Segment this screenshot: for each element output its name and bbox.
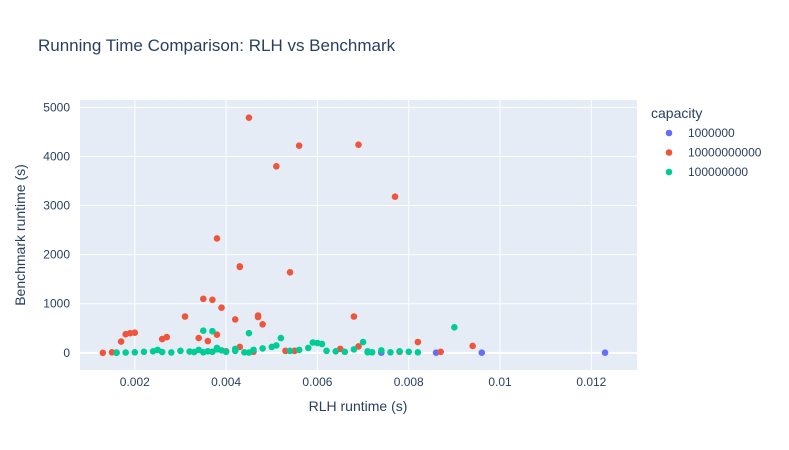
x-tick-labels: 0.002 0.004 0.006 0.008 0.01 0.012 [120, 375, 607, 389]
data-points [99, 114, 609, 357]
data-point [601, 349, 609, 356]
data-point [368, 349, 376, 356]
y-tick-labels: 0 1000 2000 3000 4000 5000 [43, 100, 70, 359]
data-point [309, 339, 317, 346]
y-tick-label: 2000 [43, 248, 70, 262]
data-point [213, 346, 221, 353]
data-point [222, 348, 230, 356]
data-point [195, 334, 203, 342]
x-tick-label: 0.004 [211, 375, 241, 389]
data-point [245, 349, 253, 356]
data-point [414, 338, 422, 346]
data-point [332, 348, 339, 355]
data-point [131, 349, 139, 356]
legend-label: 100000000 [688, 165, 748, 179]
y-tick-label: 4000 [43, 149, 70, 163]
plot-background [80, 100, 637, 370]
data-point [350, 346, 358, 353]
data-point [341, 348, 349, 356]
data-point [282, 347, 289, 355]
y-tick-label: 1000 [43, 297, 70, 311]
data-point [218, 304, 225, 311]
data-point [277, 334, 285, 342]
data-point [259, 321, 266, 328]
data-point [154, 346, 161, 354]
data-point [350, 313, 358, 320]
y-axis-title: Benchmark runtime (s) [12, 164, 28, 306]
data-point [295, 142, 303, 149]
data-point [168, 349, 175, 356]
data-point [355, 141, 362, 148]
data-point [359, 338, 367, 346]
data-point [391, 193, 399, 201]
data-point [437, 348, 444, 356]
data-point [199, 349, 207, 356]
data-point [478, 349, 486, 357]
data-point [286, 269, 294, 276]
data-point [396, 348, 403, 355]
data-point [414, 349, 422, 356]
data-point [286, 347, 294, 355]
data-point [99, 349, 107, 357]
data-point [378, 347, 385, 354]
legend-title: capacity [651, 105, 702, 121]
data-point [122, 349, 129, 356]
data-point [213, 235, 221, 242]
data-point [209, 296, 216, 304]
y-tick-label: 3000 [43, 199, 70, 213]
legend-label: 10000000000 [688, 146, 762, 160]
x-axis-title: RLH runtime (s) [309, 398, 408, 414]
data-point [318, 340, 326, 348]
data-point [273, 162, 280, 170]
data-point [254, 313, 262, 321]
data-point [364, 349, 371, 356]
data-point [231, 347, 239, 355]
y-tick-label: 5000 [43, 100, 70, 114]
data-point [177, 347, 184, 355]
x-tick-label: 0.012 [576, 375, 606, 389]
data-point [181, 313, 189, 320]
data-point [199, 295, 207, 303]
data-point [190, 348, 198, 356]
data-point [259, 345, 266, 352]
data-point [199, 327, 207, 335]
legend-marker [665, 149, 673, 156]
data-point [236, 263, 244, 271]
data-point [131, 329, 139, 336]
data-point [209, 327, 216, 335]
x-tick-label: 0.01 [488, 375, 512, 389]
legend-marker [665, 129, 673, 137]
data-point [451, 323, 458, 331]
data-point [113, 349, 120, 357]
data-point [204, 337, 212, 345]
data-point [469, 342, 476, 350]
x-tick-label: 0.002 [120, 375, 150, 389]
data-point [163, 333, 171, 341]
data-point [245, 114, 253, 121]
data-point [273, 342, 280, 349]
data-point [405, 348, 413, 356]
data-point [213, 331, 221, 338]
data-point [304, 344, 312, 352]
x-tick-label: 0.008 [394, 375, 424, 389]
data-point [245, 329, 253, 337]
series-2 [113, 323, 458, 357]
legend-label: 1000000 [688, 126, 735, 140]
data-point [117, 338, 125, 345]
legend: capacity 1000000 10000000000 100000000 [651, 105, 762, 179]
data-point [387, 349, 394, 356]
data-point [140, 348, 148, 356]
y-tick-label: 0 [63, 346, 70, 360]
legend-marker [665, 168, 673, 176]
chart-title: Running Time Comparison: RLH vs Benchmar… [38, 36, 396, 55]
data-point [323, 347, 330, 355]
data-point [231, 316, 239, 323]
x-tick-label: 0.006 [302, 375, 332, 389]
data-point [295, 346, 303, 354]
